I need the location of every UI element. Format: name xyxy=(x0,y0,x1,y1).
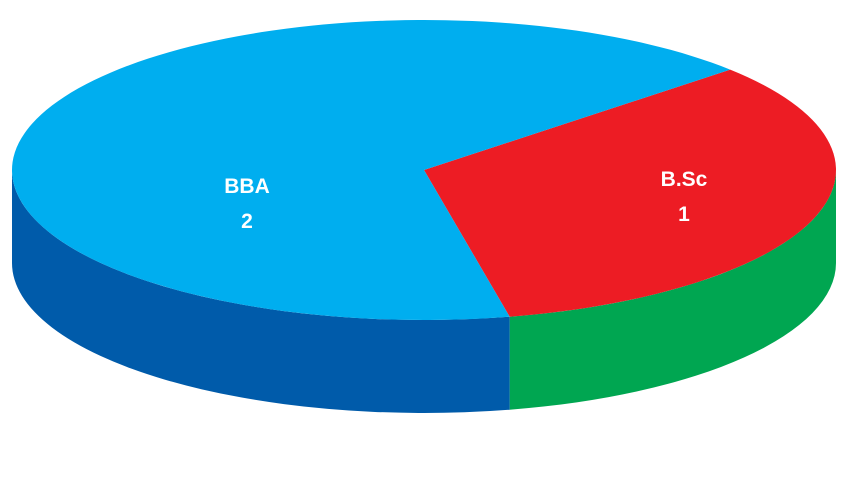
side-wall-bsc xyxy=(509,170,836,410)
slice-bsc xyxy=(424,69,836,317)
pie-side-walls xyxy=(12,170,836,414)
label-bba-category: BBA xyxy=(224,175,270,198)
label-bsc-value: 1 xyxy=(678,203,690,226)
label-bba-value: 2 xyxy=(241,210,253,233)
side-wall-bba xyxy=(12,170,510,414)
label-bsc-category: B.Sc xyxy=(661,168,708,191)
slice-bba xyxy=(12,20,731,320)
pie-data-labels: BBA 2 B.Sc 1 xyxy=(224,168,707,233)
pie-top-faces xyxy=(12,20,836,320)
